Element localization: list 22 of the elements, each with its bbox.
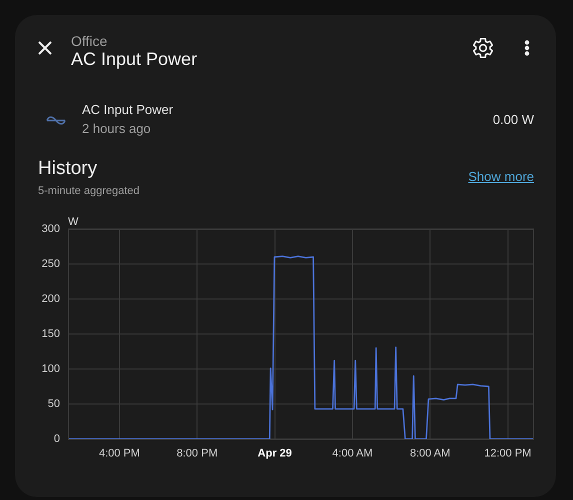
y-tick-label: 0 bbox=[54, 433, 60, 446]
text: AC Input Power bbox=[71, 49, 198, 69]
y-axis-title: W bbox=[68, 216, 79, 228]
text: 2 hours ago bbox=[82, 120, 151, 136]
x-tick-label: 12:00 PM bbox=[484, 448, 532, 460]
y-tick-label: 300 bbox=[42, 223, 60, 236]
text: AC Input Power bbox=[82, 102, 174, 117]
x-tick-label: 4:00 AM bbox=[332, 448, 373, 460]
text: Office bbox=[71, 33, 108, 49]
y-tick-label: 250 bbox=[42, 258, 60, 270]
x-tick-label: 8:00 AM bbox=[410, 448, 450, 460]
y-tick-label: 100 bbox=[42, 363, 60, 376]
y-tick-label: 50 bbox=[48, 398, 60, 410]
x-tick-label: 8:00 PM bbox=[176, 448, 218, 460]
text: 0.00 W bbox=[492, 112, 534, 127]
text: Show more bbox=[468, 169, 534, 184]
x-tick-label: Apr 29 bbox=[258, 448, 292, 460]
chart-subtitle: 5-minute aggregated bbox=[38, 185, 140, 197]
y-tick-label: 200 bbox=[42, 293, 60, 306]
chart-title: History bbox=[38, 158, 98, 179]
x-tick-label: 4:00 PM bbox=[98, 448, 140, 460]
y-tick-label: 150 bbox=[42, 328, 60, 340]
